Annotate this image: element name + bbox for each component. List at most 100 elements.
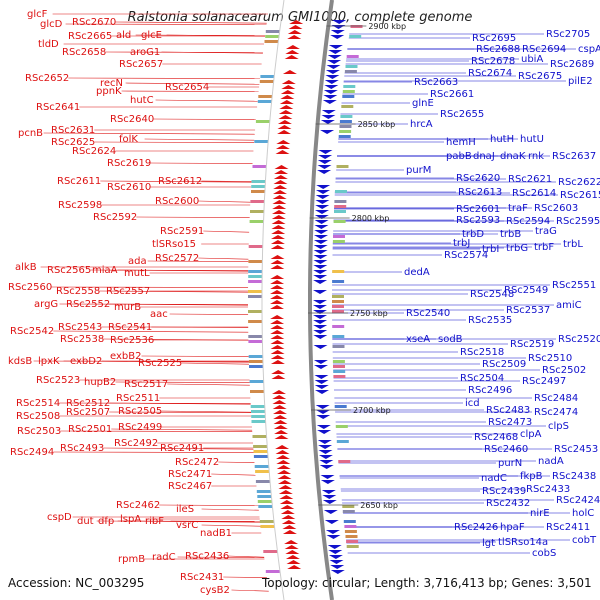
left-gene-arrow (281, 80, 296, 84)
cog-block-right (332, 295, 344, 298)
cog-block-left (248, 320, 263, 323)
right-gene-arrow (313, 345, 328, 349)
gene-label-left: vsrC (176, 520, 198, 531)
left-gene-arrow (289, 20, 304, 24)
left-leader-line (115, 381, 250, 383)
right-gene-arrow (313, 360, 328, 364)
gene-label-right: dedA (404, 267, 430, 278)
left-gene-arrow (274, 430, 289, 434)
gene-label-right: nadA (538, 456, 564, 467)
left-gene-arrow (285, 555, 300, 559)
gene-label-right: RSc2622 (558, 177, 600, 188)
gene-label-right: RSc2474 (534, 407, 578, 418)
right-gene-arrow (322, 495, 337, 499)
gene-label-left: RSc2657 (119, 59, 163, 70)
cog-block-left (248, 270, 263, 273)
gene-label-left: hutC (130, 95, 154, 106)
gene-label-right: purM (406, 165, 431, 176)
gene-label-right: RSc2519 (510, 339, 554, 350)
left-gene-arrow (271, 370, 286, 374)
gene-label-right: RSc2537 (506, 305, 550, 316)
left-leader-line (231, 589, 269, 592)
gene-label-left: aroG1 (130, 47, 160, 58)
gene-label-left: RSc2517 (124, 379, 168, 390)
cog-block-right (334, 200, 347, 203)
left-gene-arrow (270, 240, 285, 244)
gene-label-right: RSc2663 (414, 77, 458, 88)
gene-label-right: pilE2 (568, 76, 593, 87)
right-gene-arrow (313, 280, 328, 284)
right-gene-arrow (314, 215, 329, 219)
gene-label-right: RSc2484 (534, 393, 578, 404)
right-gene-arrow (313, 300, 327, 304)
left-gene-arrow (273, 185, 288, 189)
cog-block-right (335, 425, 348, 428)
right-gene-arrow (321, 490, 336, 494)
right-gene-arrow (323, 90, 338, 94)
gene-label-left: RSc2508 (16, 411, 60, 422)
gene-label-left: RSc2641 (36, 102, 80, 113)
left-gene-arrow (271, 215, 286, 219)
cog-block-right (332, 360, 345, 363)
cog-block-right (343, 85, 356, 88)
gene-label-right: RSc2520 (558, 334, 600, 345)
gene-label-right: RSc2614 (512, 188, 556, 199)
bp-tick-label: 2900 kbp (368, 22, 406, 31)
gene-label-left: RSc2514 (16, 398, 60, 409)
gene-label-right: RSc2497 (522, 376, 566, 387)
right-gene-arrow (314, 385, 329, 389)
gene-label-left: dut (77, 516, 94, 527)
left-gene-arrow (270, 325, 285, 329)
gene-label-left: RSc2499 (118, 422, 162, 433)
gene-label-left: RSc2610 (107, 182, 151, 193)
cog-block-left (253, 445, 268, 448)
gene-label-left: miaA (92, 265, 118, 276)
left-gene-arrow (285, 45, 300, 49)
cog-block-left (263, 550, 278, 553)
left-leader-line (141, 355, 249, 357)
accession-text: Accession: NC_003295 (8, 576, 145, 590)
right-strand-labels: RSc2695 RSc2705 RSc2688 RSc2694 cspA RSc2678 u… (404, 29, 600, 559)
right-gene-arrow (315, 210, 329, 214)
left-leader-line (94, 141, 255, 143)
left-leader-line (166, 34, 266, 37)
left-gene-arrow (287, 35, 302, 39)
right-gene-arrow (322, 100, 337, 104)
right-gene-arrow (313, 325, 328, 329)
left-gene-arrow (270, 355, 285, 359)
gene-label-left: glcD (40, 19, 63, 30)
right-gene-arrow (313, 305, 327, 309)
right-gene-arrow (313, 315, 328, 319)
gene-label-left: RSc2471 (168, 469, 212, 480)
left-gene-arrow (278, 485, 293, 489)
left-gene-arrow (282, 530, 297, 534)
cog-block-left (248, 295, 262, 298)
cog-block-right (349, 35, 362, 38)
left-leader-line (53, 451, 254, 453)
right-gene-arrow (314, 380, 329, 384)
cog-block-right (332, 240, 345, 243)
right-gene-arrow (317, 430, 332, 434)
cog-block-left (248, 260, 263, 263)
left-leader-line (218, 461, 255, 463)
right-gene-arrow (326, 65, 341, 69)
gene-label-right: trbJ (453, 238, 470, 249)
right-gene-arrow (330, 30, 345, 34)
left-gene-arrow (271, 220, 286, 224)
cog-block-right (342, 505, 355, 508)
gene-label-left: RSc2591 (160, 226, 204, 237)
gene-label-right: RSc2655 (440, 109, 484, 120)
gene-label-right: RSc2615 (560, 190, 600, 201)
gene-label-left: ald (116, 30, 131, 41)
gene-label-right: trbD (462, 229, 484, 240)
gene-label-right: RSc2620 (456, 173, 500, 184)
left-gene-arrow (285, 50, 300, 54)
cog-block-right (332, 325, 345, 328)
cog-block-left (248, 310, 262, 313)
cog-block-left (248, 335, 263, 338)
left-gene-arrow (288, 25, 303, 29)
gene-label-right: RSc2473 (488, 417, 532, 428)
gene-label-right: RSc2460 (484, 444, 528, 455)
gene-label-left: RSc2431 (180, 572, 224, 583)
backbone-inner (261, 0, 285, 600)
